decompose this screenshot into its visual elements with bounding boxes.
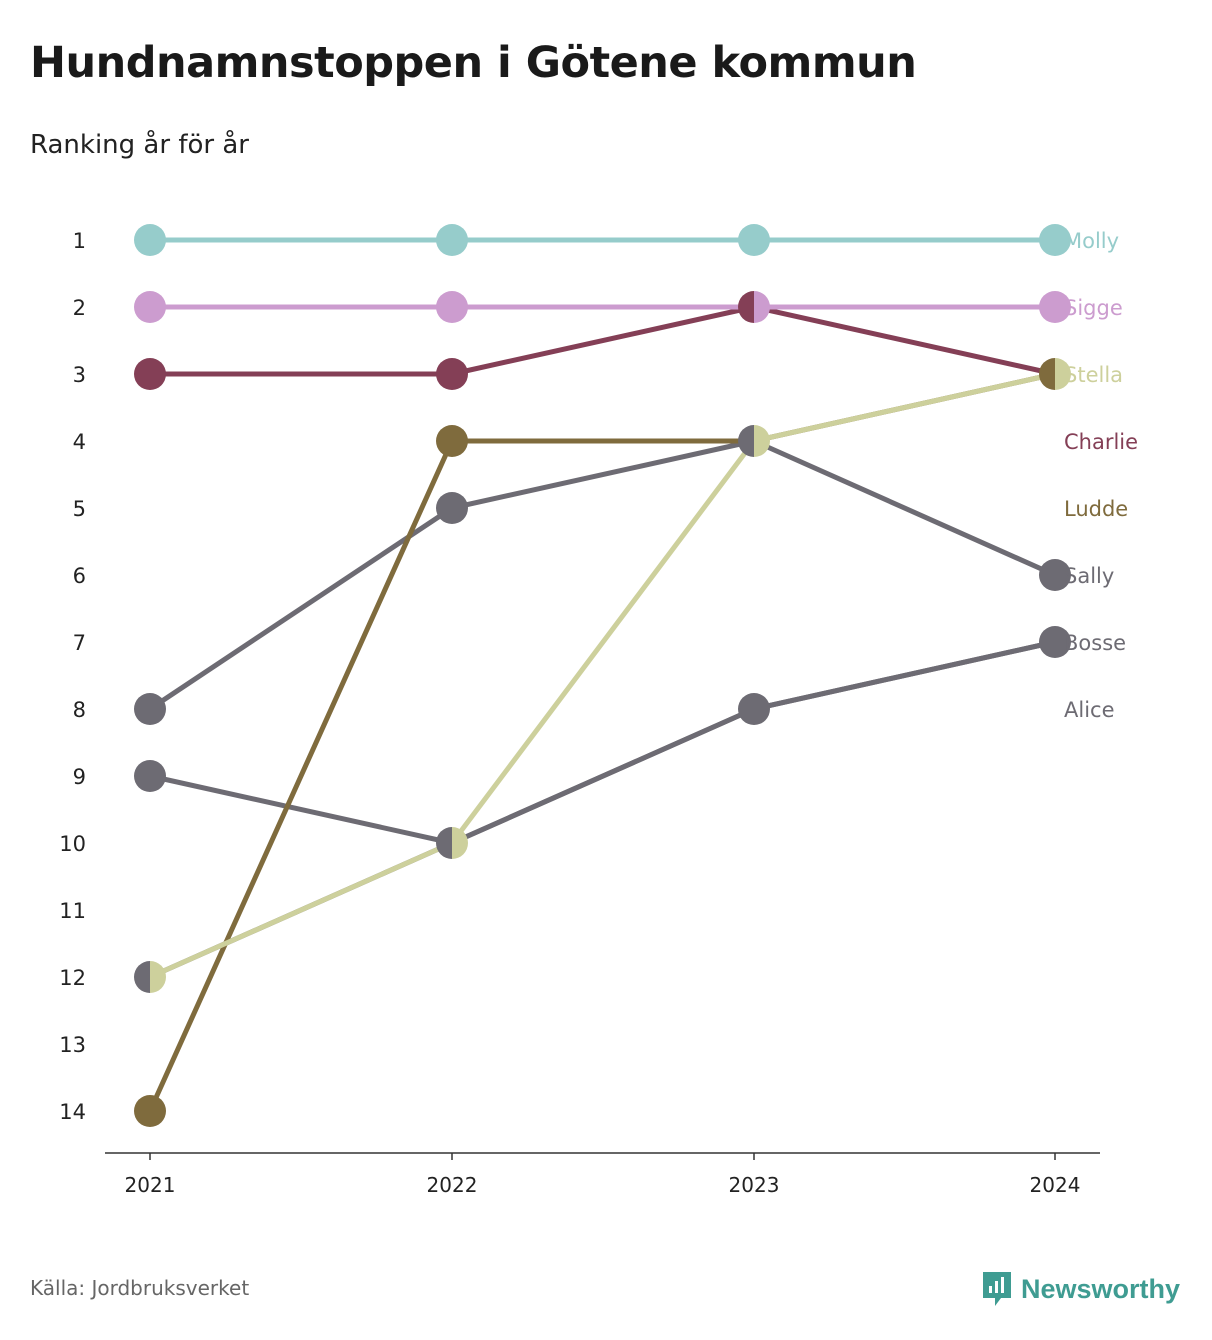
chart-subtitle: Ranking år för år xyxy=(30,130,249,160)
data-point-shared xyxy=(738,425,770,457)
data-point-alice xyxy=(134,760,166,792)
series-label-bosse: Bosse xyxy=(1064,631,1126,655)
series-lines xyxy=(147,237,1058,1114)
data-point-sigge xyxy=(1039,291,1071,323)
series-label-alice: Alice xyxy=(1064,698,1115,722)
data-point-molly xyxy=(1039,224,1071,256)
data-point-shared xyxy=(436,827,468,859)
data-point-half-stella xyxy=(452,827,468,859)
x-tick-label: 2022 xyxy=(427,1173,478,1197)
series-line-stella xyxy=(147,371,1058,980)
series-label-stella: Stella xyxy=(1064,363,1123,387)
y-tick-label: 11 xyxy=(59,899,86,923)
source-note: Källa: Jordbruksverket xyxy=(30,1276,250,1300)
series-label-ludde: Ludde xyxy=(1064,497,1128,521)
data-point-ludde xyxy=(134,1095,166,1127)
data-point-alice xyxy=(738,693,770,725)
y-tick-label: 7 xyxy=(73,631,86,655)
series-label-molly: Molly xyxy=(1064,229,1119,253)
data-point-half-ludde xyxy=(1039,358,1055,390)
y-tick-label: 2 xyxy=(73,296,86,320)
data-point-molly xyxy=(738,224,770,256)
y-tick-label: 6 xyxy=(73,564,86,588)
y-tick-label: 8 xyxy=(73,698,86,722)
data-point-shared xyxy=(738,291,770,323)
data-point-shared xyxy=(134,961,166,993)
data-point-ludde xyxy=(436,425,468,457)
y-tick-label: 12 xyxy=(59,966,86,990)
data-point-sigge xyxy=(134,291,166,323)
data-point-half-alice xyxy=(436,827,452,859)
brand-name: Newsworthy xyxy=(1020,1273,1180,1304)
y-tick-label: 1 xyxy=(73,229,86,253)
y-tick-label: 4 xyxy=(73,430,86,454)
y-tick-label: 13 xyxy=(59,1033,86,1057)
x-tick-label: 2021 xyxy=(125,1173,176,1197)
data-point-half-bosse xyxy=(738,425,754,457)
y-tick-label: 5 xyxy=(73,497,86,521)
data-point-shared xyxy=(1039,358,1071,390)
x-tick-label: 2024 xyxy=(1030,1173,1081,1197)
data-point-half-stella xyxy=(1055,358,1071,390)
y-tick-label: 14 xyxy=(59,1100,86,1124)
data-point-half-sigge xyxy=(754,291,770,323)
series-line-charlie xyxy=(147,304,1058,377)
y-tick-label: 3 xyxy=(73,363,86,387)
data-point-molly xyxy=(436,224,468,256)
chart-title: Hundnamnstoppen i Götene kommun xyxy=(30,38,917,88)
x-axis: 2021 2022 2023 2024 xyxy=(105,1152,1100,1197)
series-line-ludde xyxy=(147,371,1058,1114)
data-point-charlie xyxy=(134,358,166,390)
y-tick-label: 10 xyxy=(59,832,86,856)
newsworthy-logo-icon xyxy=(982,1272,1011,1306)
data-point-sigge xyxy=(436,291,468,323)
data-point-charlie xyxy=(436,358,468,390)
data-point-bosse xyxy=(1039,559,1071,591)
series-label-charlie: Charlie xyxy=(1064,430,1138,454)
series-line-bosse xyxy=(147,438,1058,712)
data-point-half-stella xyxy=(150,961,166,993)
data-point-half-sally xyxy=(134,961,150,993)
series-label-sally: Sally xyxy=(1064,564,1114,588)
x-tick-label: 2023 xyxy=(729,1173,780,1197)
data-point-molly xyxy=(134,224,166,256)
data-point-half-stella xyxy=(754,425,770,457)
data-point-bosse xyxy=(134,693,166,725)
brand-logo: Newsworthy xyxy=(981,1270,1180,1308)
series-points xyxy=(134,224,1071,1127)
series-labels: Molly Sigge Stella Charlie Ludde Sally Bosse Al… xyxy=(1064,229,1138,722)
data-point-alice xyxy=(1039,626,1071,658)
y-tick-label: 9 xyxy=(73,765,86,789)
data-point-half-charlie xyxy=(738,291,754,323)
data-point-bosse xyxy=(436,492,468,524)
series-label-sigge: Sigge xyxy=(1064,296,1123,320)
